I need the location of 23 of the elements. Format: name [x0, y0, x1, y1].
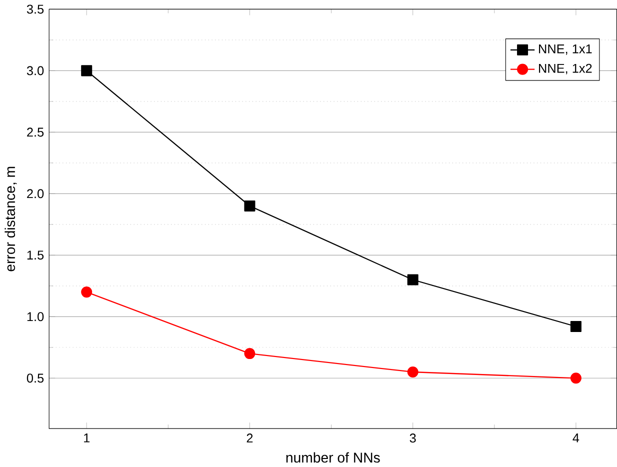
legend-label: NNE, 1x1 — [539, 44, 592, 55]
y-tick-label: 2.0 — [27, 189, 44, 198]
x-tick-label: 4 — [572, 433, 580, 442]
y-tick-label: 3.5 — [26, 4, 44, 14]
legend-label: NNE, 1x2 — [539, 64, 592, 74]
point — [244, 200, 256, 212]
point — [81, 65, 92, 76]
point — [81, 286, 92, 298]
x-tick-label: 3 — [410, 433, 416, 442]
x-tick-label: 1 — [84, 433, 90, 442]
y-tick-label: 0.5 — [26, 373, 44, 382]
point — [570, 320, 582, 332]
point — [570, 372, 582, 384]
y-axis-title: error distance, m — [4, 166, 17, 272]
x-axis-title: number of NNs — [286, 452, 380, 462]
y-tick-label: 1.5 — [27, 250, 44, 260]
y-tick-label: 1.0 — [27, 312, 44, 322]
y-tick-label: 3.0 — [26, 66, 44, 76]
point — [407, 366, 418, 378]
point — [244, 348, 256, 359]
x-tick-label: 2 — [246, 433, 253, 442]
y-tick-label: 2.5 — [27, 128, 44, 137]
point — [407, 274, 418, 286]
